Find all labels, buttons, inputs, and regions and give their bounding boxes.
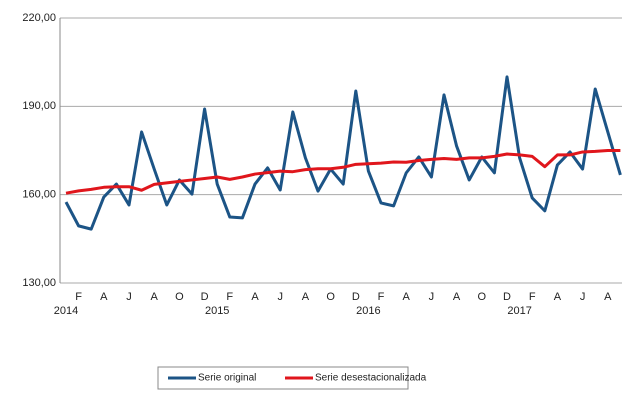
x-tick-label: F (226, 291, 233, 303)
x-tick-label: J (126, 291, 132, 303)
y-tick-label: 190,00 (22, 100, 56, 112)
x-tick-label: A (251, 291, 259, 303)
y-tick-label: 130,00 (22, 277, 56, 289)
x-tick-label: A (302, 291, 310, 303)
y-tick-label: 220,00 (22, 12, 56, 24)
x-tick-label: A (453, 291, 461, 303)
x-tick-label: A (151, 291, 159, 303)
x-tick-label: A (554, 291, 562, 303)
x-tick-label: J (429, 291, 435, 303)
year-label: 2017 (507, 305, 531, 317)
x-tick-label: O (326, 291, 335, 303)
x-tick-label: F (378, 291, 385, 303)
x-tick-label: F (529, 291, 536, 303)
y-tick-label: 160,00 (22, 189, 56, 201)
x-tick-label: F (75, 291, 82, 303)
year-label: 2014 (54, 305, 78, 317)
x-tick-label: D (201, 291, 209, 303)
x-tick-label: O (175, 291, 184, 303)
x-tick-label: A (403, 291, 411, 303)
x-tick-label: D (352, 291, 360, 303)
year-label: 2015 (205, 305, 229, 317)
line-series (65, 149, 621, 195)
x-tick-label: J (580, 291, 586, 303)
x-tick-label: O (478, 291, 487, 303)
legend-label: Serie desestacionalizada (315, 373, 427, 384)
x-tick-label: A (604, 291, 612, 303)
x-tick-label: A (100, 291, 108, 303)
legend-label: Serie original (198, 373, 256, 384)
year-label: 2016 (356, 305, 380, 317)
legend-box (157, 366, 409, 390)
x-tick-label: D (503, 291, 511, 303)
line-series (64, 75, 622, 231)
x-tick-label: J (277, 291, 283, 303)
